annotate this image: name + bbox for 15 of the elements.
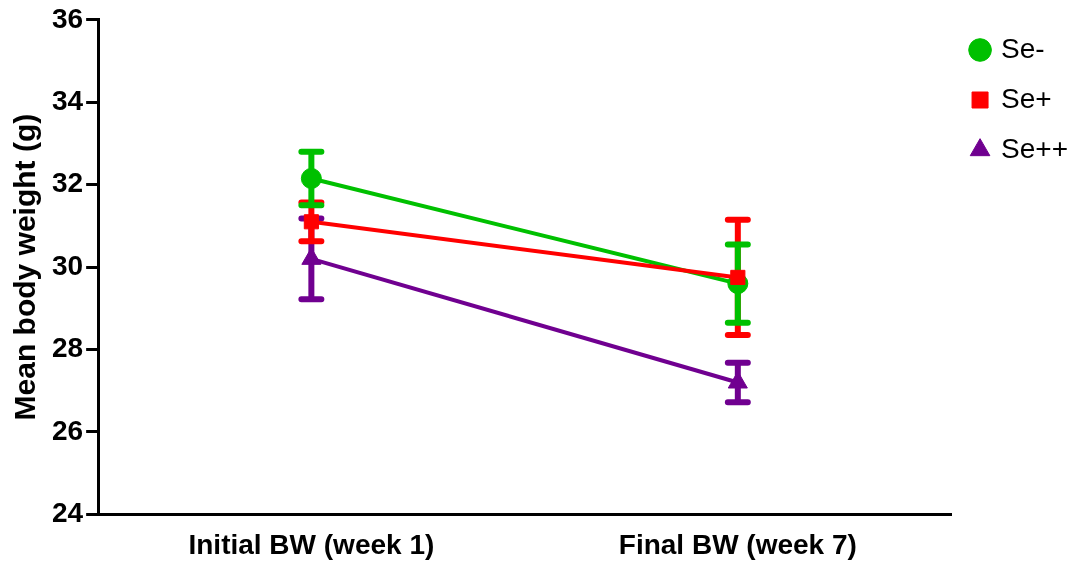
legend-label: Se-: [1001, 32, 1045, 64]
y-tick-label: 34: [51, 84, 84, 116]
x-tick-label: Final BW (week 7): [618, 528, 857, 560]
point: [300, 167, 322, 189]
y-axis-title: Mean body weight (g): [8, 113, 42, 421]
y-tick-label: 26: [51, 414, 84, 446]
y-tick-label: 36: [51, 2, 84, 34]
point: [303, 214, 319, 230]
x-tick-label: Initial BW (week 1): [188, 528, 435, 560]
legend-label: Se+: [1001, 82, 1052, 114]
legend-label: Se++: [1001, 132, 1068, 164]
y-tick-label: 30: [51, 249, 84, 281]
y-tick-label: 28: [51, 332, 84, 364]
y-tick-label: 24: [51, 497, 84, 529]
y-tick-label: 32: [51, 167, 84, 199]
